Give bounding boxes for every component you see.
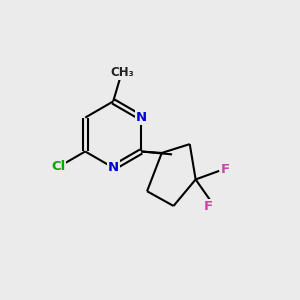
Text: F: F (221, 163, 230, 176)
Text: Cl: Cl (51, 160, 65, 173)
Text: N: N (136, 111, 147, 124)
Text: N: N (108, 161, 119, 174)
Text: CH₃: CH₃ (110, 66, 134, 80)
Text: F: F (204, 200, 213, 213)
